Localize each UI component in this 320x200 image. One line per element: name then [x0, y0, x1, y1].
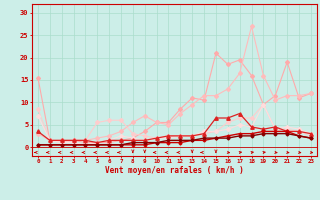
- X-axis label: Vent moyen/en rafales ( km/h ): Vent moyen/en rafales ( km/h ): [105, 166, 244, 175]
